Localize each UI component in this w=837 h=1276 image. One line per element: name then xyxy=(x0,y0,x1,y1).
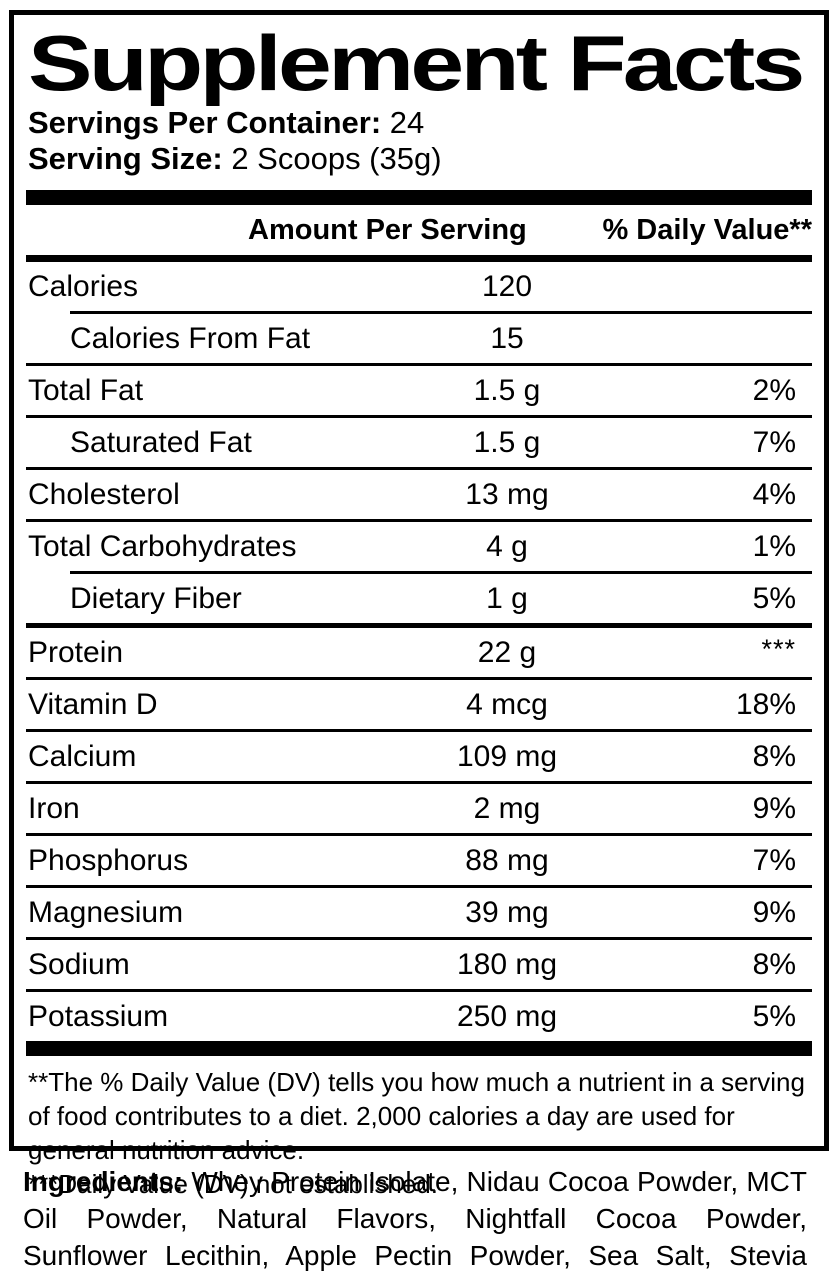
nutrient-name: Calories From Fat xyxy=(70,321,311,355)
nutrient-amount: 2 mg xyxy=(473,791,541,825)
nutrient-name: Calories xyxy=(28,269,139,303)
daily-value-header: % Daily Value** xyxy=(602,213,812,246)
nutrient-row: Cholesterol 13 mg 4% xyxy=(26,470,812,519)
nutrient-amount: 250 mg xyxy=(456,999,558,1033)
nutrient-dv: 8% xyxy=(752,739,796,773)
nutrient-amount: 180 mg xyxy=(456,947,558,981)
nutrient-amount: 4 mcg xyxy=(466,687,548,721)
row-separator xyxy=(26,885,812,888)
nutrient-name: Total Fat xyxy=(28,373,144,407)
nutrient-dv: 9% xyxy=(752,791,796,825)
nutrient-name: Protein xyxy=(28,635,124,669)
nutrient-name: Magnesium xyxy=(28,895,184,929)
row-separator xyxy=(26,415,812,418)
nutrient-name: Sodium xyxy=(28,947,130,981)
supplement-facts-panel: Supplement Facts Servings Per Container:… xyxy=(9,10,829,1199)
ingredients-list: Whey Protein Isolate, Nidau Cocoa Powder… xyxy=(23,1166,808,1271)
nutrient-dv: 5% xyxy=(752,999,796,1033)
nutrient-amount: 13 mg xyxy=(465,477,549,511)
row-separator xyxy=(26,519,812,522)
row-separator xyxy=(26,781,812,784)
row-separator xyxy=(26,363,812,366)
nutrient-dv: 18% xyxy=(735,687,796,721)
row-separator xyxy=(26,833,812,836)
nutrient-dv: 1% xyxy=(752,529,796,563)
nutrient-dv: 8% xyxy=(752,947,796,981)
row-separator xyxy=(26,989,812,992)
nutrient-amount: 15 xyxy=(490,321,524,355)
nutrient-name: Total Carbohydrates xyxy=(28,529,297,563)
nutrient-dv: *** xyxy=(761,634,796,664)
nutrient-name: Dietary Fiber xyxy=(70,581,242,615)
daily-value-footnote: **The % Daily Value (DV) tells you how m… xyxy=(28,1067,805,1165)
nutrient-row: Vitamin D 4 mcg 18% xyxy=(26,680,812,729)
ingredients-section: Ingredients: Whey Protein Isolate, Nidau… xyxy=(9,1163,821,1276)
nutrient-name: Potassium xyxy=(28,999,169,1033)
nutrient-amount: 22 g xyxy=(477,635,537,669)
divider-bar-bottom xyxy=(26,1041,812,1056)
nutrient-dv: 7% xyxy=(752,843,796,877)
row-separator xyxy=(70,311,812,314)
nutrient-row: Calories From Fat 15 xyxy=(26,314,812,363)
nutrient-row: Phosphorus 88 mg 7% xyxy=(26,836,812,885)
nutrient-row: Iron 2 mg 9% xyxy=(26,784,812,833)
nutrient-rows: Calories 120 Calories From Fat 15 Total … xyxy=(26,262,812,1041)
nutrient-name: Calcium xyxy=(28,739,137,773)
panel-title: Supplement Facts xyxy=(28,19,805,107)
nutrient-name: Cholesterol xyxy=(28,477,180,511)
nutrient-amount: 88 mg xyxy=(465,843,549,877)
nutrient-amount: 4 g xyxy=(486,529,528,563)
nutrient-dv: 2% xyxy=(752,373,796,407)
row-separator xyxy=(70,571,812,574)
nutrient-row: Sodium 180 mg 8% xyxy=(26,940,812,989)
nutrient-row: Protein 22 g *** xyxy=(26,628,812,677)
serving-size-label: Serving Size: xyxy=(28,141,223,176)
nutrient-amount: 1.5 g xyxy=(473,373,541,407)
nutrient-row: Dietary Fiber 1 g 5% xyxy=(26,574,812,623)
not-established-footnote: ***Daily Value (DV) not established. xyxy=(28,1169,438,1199)
nutrient-amount: 120 xyxy=(481,269,533,303)
nutrient-row: Calcium 109 mg 8% xyxy=(26,732,812,781)
nutrient-dv: 4% xyxy=(752,477,796,511)
nutrient-name: Vitamin D xyxy=(28,687,158,721)
ingredients-label: Ingredients: xyxy=(23,1166,184,1197)
nutrient-name: Saturated Fat xyxy=(70,425,252,459)
servings-per-container-value: 24 xyxy=(389,105,425,140)
row-separator xyxy=(26,467,812,470)
header-separator xyxy=(26,255,812,262)
nutrient-name: Phosphorus xyxy=(28,843,189,877)
servings-per-container-label: Servings Per Container: xyxy=(28,105,382,140)
nutrient-amount: 109 mg xyxy=(456,739,558,773)
nutrient-dv: 7% xyxy=(752,425,796,459)
nutrient-row: Magnesium 39 mg 9% xyxy=(26,888,812,937)
row-separator xyxy=(26,937,812,940)
nutrient-amount: 39 mg xyxy=(465,895,549,929)
nutrient-name: Iron xyxy=(28,791,80,825)
row-separator xyxy=(26,729,812,732)
divider-bar-top xyxy=(26,190,812,205)
nutrient-row: Saturated Fat 1.5 g 7% xyxy=(26,418,812,467)
serving-size-line: Serving Size: 2 Scoops (35g) xyxy=(28,141,812,177)
row-separator xyxy=(26,677,812,680)
servings-per-container-line: Servings Per Container: 24 xyxy=(28,105,812,141)
nutrient-row: Potassium 250 mg 5% xyxy=(26,992,812,1041)
nutrient-row: Calories 120 xyxy=(26,262,812,311)
ingredients-text: Ingredients: Whey Protein Isolate, Nidau… xyxy=(23,1163,807,1276)
row-separator xyxy=(26,623,812,628)
nutrient-dv: 9% xyxy=(752,895,796,929)
nutrient-dv: 5% xyxy=(752,581,796,615)
nutrient-amount: 1 g xyxy=(486,581,528,615)
footnotes-section: **The % Daily Value (DV) tells you how m… xyxy=(28,1065,812,1201)
serving-size-value: 2 Scoops (35g) xyxy=(231,141,442,176)
nutrient-amount: 1.5 g xyxy=(473,425,541,459)
table-column-header: Amount Per Serving % Daily Value** xyxy=(26,205,812,255)
nutrient-row: Total Fat 1.5 g 2% xyxy=(26,366,812,415)
amount-per-serving-header: Amount Per Serving xyxy=(248,213,527,246)
nutrient-row: Total Carbohydrates 4 g 1% xyxy=(26,522,812,571)
